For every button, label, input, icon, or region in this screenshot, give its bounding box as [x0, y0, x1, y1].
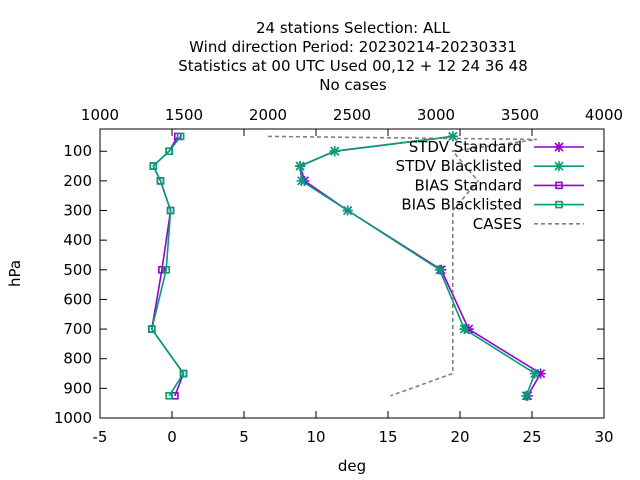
data-point: [176, 132, 185, 141]
legend-label: CASES: [473, 215, 522, 233]
plot-frame: [99, 128, 605, 419]
y-tick-label: 900: [63, 379, 92, 397]
x2-tick-label: 3000: [417, 106, 455, 124]
y-axis-label: hPa: [6, 260, 24, 287]
data-point: [555, 200, 563, 209]
series-group: [148, 131, 546, 401]
title-line: 24 stations Selection: ALL: [256, 19, 451, 37]
data-point: [165, 391, 173, 400]
x-tick-label: 20: [450, 428, 469, 446]
series-line: [299, 135, 536, 397]
y-tick-label: 400: [63, 231, 92, 249]
data-point: [529, 368, 540, 379]
data-point: [342, 205, 353, 216]
series-line: [150, 135, 185, 397]
series-line: [299, 135, 542, 397]
y-tick-label: 600: [63, 290, 92, 308]
x-axis-label: deg: [338, 457, 366, 475]
y-tick-label: 300: [63, 202, 92, 220]
data-point: [158, 265, 166, 274]
data-point: [434, 264, 445, 275]
data-point: [554, 142, 564, 152]
x2-tick-label: 2500: [333, 106, 371, 124]
data-point: [149, 162, 158, 170]
x2-tick-label: 1500: [165, 106, 203, 124]
title-line: No cases: [319, 76, 387, 94]
data-point: [166, 206, 175, 215]
y-tick-label: 200: [63, 172, 92, 190]
x-tick-label: 15: [378, 428, 397, 446]
series: [267, 135, 537, 397]
y-tick-label: 800: [63, 350, 92, 368]
data-point: [165, 147, 173, 156]
x2-tick-label: 3500: [501, 106, 539, 124]
series: [148, 132, 188, 400]
legend-label: BIAS Blacklisted: [401, 196, 522, 214]
legend-label: STDV Blacklisted: [396, 157, 522, 175]
series: [295, 131, 540, 401]
data-point: [329, 146, 340, 157]
data-point: [555, 181, 563, 190]
x-tick-label: 5: [239, 428, 249, 446]
title-line: Wind direction Period: 20230214-20230331: [189, 38, 517, 56]
x-tick-label: 0: [167, 428, 177, 446]
series-line: [267, 135, 537, 397]
data-point: [521, 390, 532, 401]
legend-label: BIAS Standard: [414, 176, 522, 194]
legend-label: STDV Standard: [409, 138, 522, 156]
data-point: [162, 265, 171, 274]
data-point: [554, 161, 564, 172]
data-point: [447, 131, 458, 142]
y-tick-label: 100: [63, 142, 92, 160]
data-point: [179, 369, 188, 378]
data-point: [535, 368, 546, 379]
x-tick-label: 30: [594, 428, 613, 446]
x2-tick-label: 2000: [249, 106, 287, 124]
axis-ticks: -5 0 5 10 15 20 25 30 1000 1500 2000 2500 3000 3500 40…: [54, 106, 623, 446]
x2-tick-label: 1000: [81, 106, 119, 124]
y-tick-label: 700: [63, 320, 92, 338]
data-point: [296, 175, 307, 186]
x-tick-label: 10: [306, 428, 325, 446]
data-point: [156, 177, 165, 185]
title-line: Statistics at 00 UTC Used 00,12 + 12 24 …: [178, 57, 528, 75]
x-tick-label: -5: [93, 428, 108, 446]
data-point: [459, 324, 470, 335]
data-point: [148, 325, 156, 333]
data-point: [295, 161, 306, 172]
x2-tick-label: 4000: [585, 106, 623, 124]
x-tick-label: 25: [522, 428, 541, 446]
y-tick-label: 500: [63, 261, 92, 279]
y-tick-label: 1000: [54, 409, 92, 427]
